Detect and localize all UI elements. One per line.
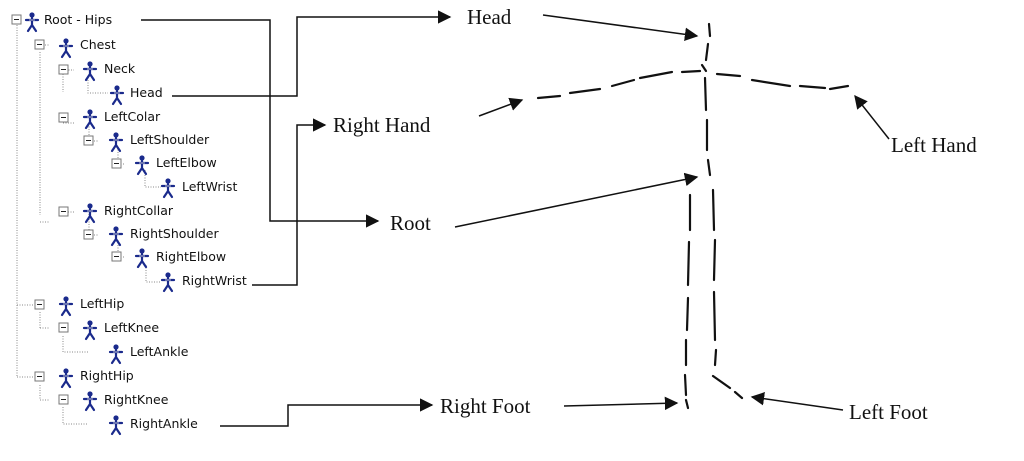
tree-node-right-hip[interactable]: RightHip — [80, 368, 134, 383]
figure-shoulders — [638, 69, 702, 80]
right-hand-arrow — [478, 97, 524, 117]
head-connector — [172, 10, 452, 97]
figure-arrows — [454, 14, 890, 411]
callout-head: Head — [467, 5, 512, 29]
right-ankle-connector — [220, 398, 434, 427]
tree-node-left-elbow[interactable]: LeftElbow — [156, 155, 217, 170]
root-connector — [141, 19, 380, 228]
tree-node-left-ankle[interactable]: LeftAnkle — [130, 344, 189, 359]
joint-icon — [134, 247, 150, 269]
root-arrow — [454, 172, 699, 228]
joint-icon — [82, 202, 98, 224]
joint-icon — [108, 225, 124, 247]
tree-node-neck[interactable]: Neck — [104, 61, 136, 76]
figure-spine — [703, 76, 712, 177]
joint-icon — [24, 11, 40, 33]
joint-icon — [108, 343, 124, 365]
callout-root: Root — [390, 211, 431, 235]
tree-node-left-wrist[interactable]: LeftWrist — [182, 179, 238, 194]
joint-icon — [58, 295, 74, 317]
tree-node-left-shoulder[interactable]: LeftShoulder — [130, 132, 210, 147]
tree-node-right-collar[interactable]: RightCollar — [104, 203, 174, 218]
joint-icon — [82, 60, 98, 82]
callout-connectors — [141, 10, 452, 427]
figure-head-segment — [707, 22, 712, 38]
head-arrow — [542, 14, 699, 42]
joint-icon — [58, 367, 74, 389]
figure-left-arm — [750, 78, 850, 91]
joint-icon — [108, 414, 124, 436]
tree-node-left-colar[interactable]: LeftColar — [104, 109, 161, 124]
figure-right-arm — [536, 78, 636, 100]
stick-figure — [536, 22, 850, 410]
figure-right-leg — [683, 193, 692, 410]
joint-icon — [58, 37, 74, 59]
callout-right-hand: Right Hand — [333, 113, 431, 137]
joint-icon — [82, 108, 98, 130]
tree-node-left-knee[interactable]: LeftKnee — [104, 320, 160, 335]
tree-node-right-wrist[interactable]: RightWrist — [182, 273, 247, 288]
joint-icon — [160, 177, 176, 199]
tree-node-left-hip[interactable]: LeftHip — [80, 296, 125, 311]
tree-node-head[interactable]: Head — [130, 85, 163, 100]
tree-node-right-ankle[interactable]: RightAnkle — [130, 416, 198, 431]
joint-icon — [82, 319, 98, 341]
tree-connectors — [16, 20, 161, 425]
left-foot-arrow — [750, 392, 844, 411]
tree-node-right-elbow[interactable]: RightElbow — [156, 249, 227, 264]
tree-node-root-hips[interactable]: Root - Hips — [44, 12, 113, 27]
tree-node-chest[interactable]: Chest — [80, 37, 116, 52]
tree-node-right-shoulder[interactable]: RightShoulder — [130, 226, 219, 241]
tree-node-right-knee[interactable]: RightKnee — [104, 392, 169, 407]
right-wrist-connector — [252, 118, 327, 286]
callout-right-foot: Right Foot — [440, 394, 531, 418]
joint-icon — [108, 131, 124, 153]
callout-left-foot: Left Foot — [849, 400, 928, 424]
joint-icon — [134, 154, 150, 176]
figure-left-leg — [711, 188, 744, 400]
callout-left-hand: Left Hand — [891, 133, 977, 157]
left-hand-arrow — [854, 94, 890, 140]
joint-icon — [160, 271, 176, 293]
joint-icon — [82, 390, 98, 412]
joint-icon — [109, 84, 125, 106]
right-foot-arrow — [563, 396, 679, 411]
